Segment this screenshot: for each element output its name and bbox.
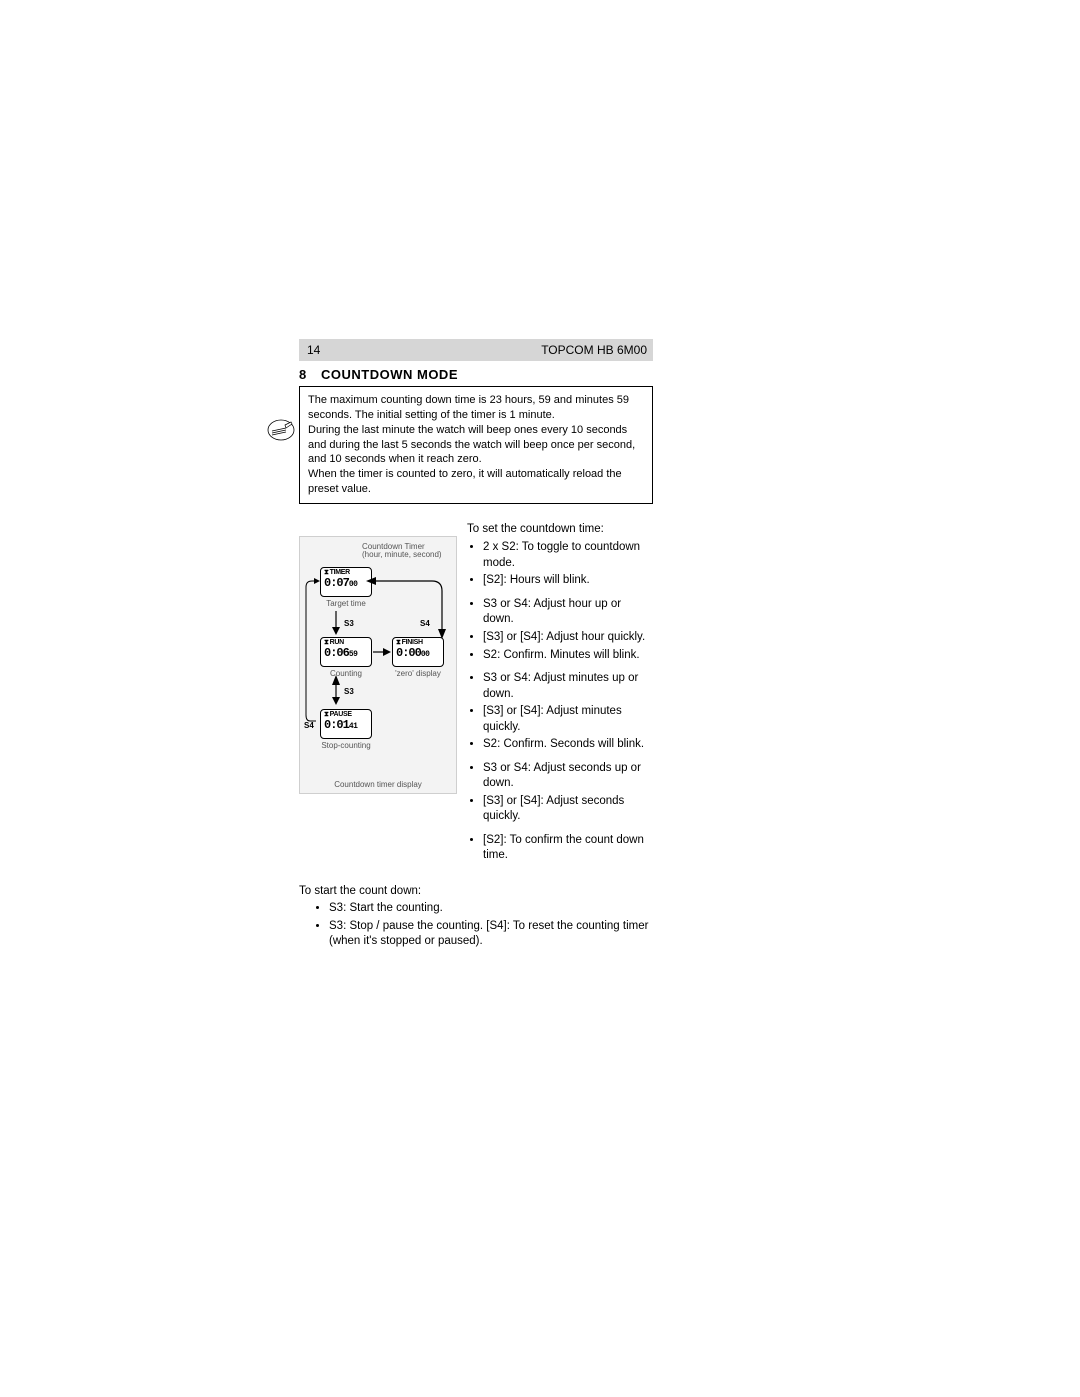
diagram-caption: Countdown timer display: [300, 780, 456, 789]
lcd-finish: ⧗FINISH 0:0000: [392, 637, 444, 667]
hourglass-icon: ⧗: [324, 639, 329, 646]
loop-left-arrow-icon: [306, 581, 320, 721]
page-header: 14 TOPCOM HB 6M00: [299, 339, 653, 361]
lcd-finish-digits: 0:00: [396, 646, 421, 660]
lcd-pause-label: Stop-counting: [316, 741, 376, 750]
info-box: The maximum counting down time is 23 hou…: [299, 386, 653, 504]
lcd-finish-title: FINISH: [402, 639, 423, 646]
start-countdown-instructions: To start the count down: S3: Start the c…: [299, 884, 653, 950]
section-number: 8: [299, 367, 321, 382]
page-number: 14: [307, 343, 320, 357]
list-item: S2: Confirm. Seconds will blink.: [483, 737, 653, 753]
arrow-down-icon: [330, 611, 342, 635]
diagram-top-label: Countdown Timer (hour, minute, second): [362, 543, 452, 560]
lcd-pause-small: 41: [349, 722, 358, 731]
info-paragraph-2: During the last minute the watch will be…: [308, 423, 644, 468]
lcd-run-digits: 0:06: [324, 646, 349, 660]
lcd-run-small: 59: [349, 650, 358, 659]
diagram-top-label-2: (hour, minute, second): [362, 551, 452, 559]
arrow-right-icon: [373, 647, 391, 657]
diagram-s3-label-1: S3: [344, 619, 354, 628]
document-title: TOPCOM HB 6M00: [541, 343, 647, 357]
set-time-heading: To set the countdown time:: [467, 522, 653, 538]
list-item: S2: Confirm. Minutes will blink.: [483, 648, 653, 664]
list-item: S3: Stop / pause the counting. [S4]: To …: [329, 919, 653, 950]
start-heading: To start the count down:: [299, 885, 421, 897]
hourglass-icon: ⧗: [396, 639, 401, 646]
list-item: S3 or S4: Adjust seconds up or down.: [483, 761, 653, 792]
lcd-pause-digits: 0:01: [324, 718, 349, 732]
diagram-s4-label-2: S4: [304, 721, 314, 730]
lcd-timer: ⧗TIMER 0:0700: [320, 567, 372, 597]
lcd-run-title: RUN: [330, 639, 344, 646]
hourglass-icon: ⧗: [324, 569, 329, 576]
lcd-timer-title: TIMER: [330, 569, 350, 576]
lcd-timer-digits: 0:07: [324, 576, 349, 590]
lcd-pause-title: PAUSE: [330, 711, 352, 718]
list-item: [S3] or [S4]: Adjust minutes quickly.: [483, 704, 653, 735]
lcd-timer-small: 00: [349, 580, 358, 589]
lcd-finish-small: 00: [421, 650, 430, 659]
lcd-run-label: Counting: [316, 669, 376, 678]
list-item: 2 x S2: To toggle to countdown mode.: [483, 540, 653, 571]
set-countdown-instructions: To set the countdown time: 2 x S2: To to…: [467, 522, 653, 872]
info-paragraph-1: The maximum counting down time is 23 hou…: [308, 393, 644, 423]
list-item: S3 or S4: Adjust minutes up or down.: [483, 671, 653, 702]
hourglass-icon: ⧗: [324, 711, 329, 718]
list-item: [S2]: To confirm the count down time.: [483, 833, 653, 864]
info-paragraph-3: When the timer is counted to zero, it wi…: [308, 467, 644, 497]
countdown-diagram: Countdown Timer (hour, minute, second) ⧗…: [299, 536, 457, 794]
lcd-pause: ⧗PAUSE 0:0141: [320, 709, 372, 739]
lcd-finish-label: 'zero' display: [388, 669, 448, 678]
lcd-run: ⧗RUN 0:0659: [320, 637, 372, 667]
lcd-timer-label: Target time: [316, 599, 376, 608]
list-item: S3 or S4: Adjust hour up or down.: [483, 597, 653, 628]
note-icon: [266, 417, 296, 443]
list-item: [S3] or [S4]: Adjust seconds quickly.: [483, 794, 653, 825]
diagram-s3-label-2: S3: [344, 687, 354, 696]
arrow-down-icon: [330, 681, 342, 705]
loop-arrow-icon: [372, 567, 450, 641]
section-heading: 8COUNTDOWN MODE: [299, 367, 653, 382]
list-item: S3: Start the counting.: [329, 901, 653, 917]
list-item: [S3] or [S4]: Adjust hour quickly.: [483, 630, 653, 646]
section-title-text: COUNTDOWN MODE: [321, 367, 458, 382]
list-item: [S2]: Hours will blink.: [483, 573, 653, 589]
